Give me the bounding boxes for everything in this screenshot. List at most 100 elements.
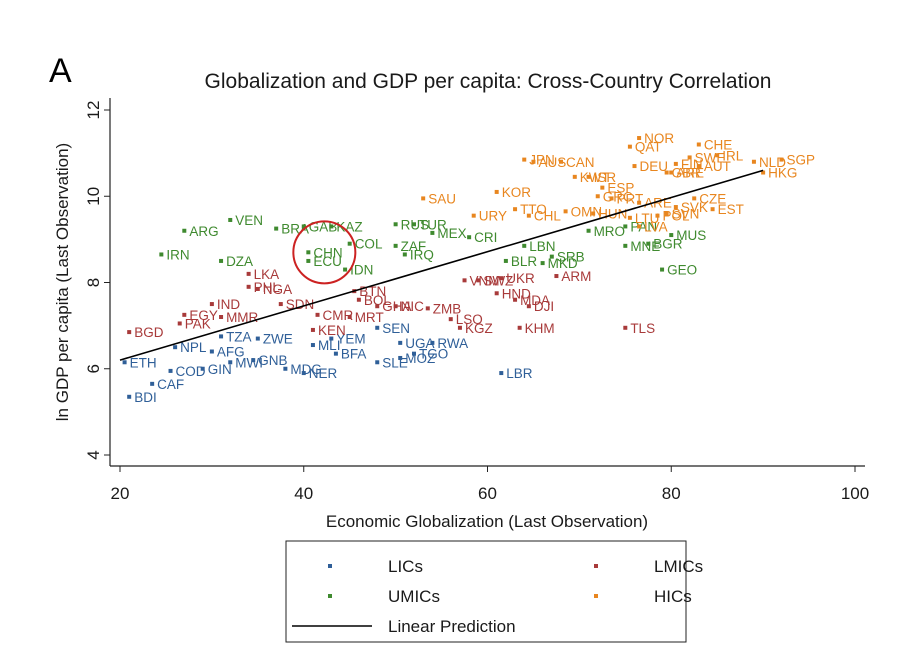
lmics-label-mda: MDA	[520, 293, 550, 308]
lmics-label-tls: TLS	[630, 321, 655, 336]
hics-point-esp	[600, 185, 605, 190]
lics-point-lbr	[499, 371, 504, 376]
legend: LICs LMICs UMICs HICs Linear Prediction	[285, 540, 703, 643]
hics-label-kor: KOR	[502, 185, 532, 200]
hics-point-che	[696, 142, 701, 147]
lics-label-rwa: RWA	[437, 336, 468, 351]
hics-point-qat	[627, 144, 632, 149]
hics-label-pol: POL	[662, 209, 690, 224]
lics-label-tza: TZA	[226, 329, 252, 344]
lmics-label-vnm: VNM	[470, 273, 500, 288]
hics-label-ltu: LTU	[635, 211, 660, 226]
lmics-label-lso: LSO	[456, 312, 483, 327]
hics-point-isr	[586, 174, 591, 179]
legend-label-linear-prediction: Linear Prediction	[388, 617, 516, 636]
umics-label-idn: IDN	[350, 263, 373, 278]
umics-point-bgr	[646, 241, 651, 246]
umics-label-irn: IRN	[166, 247, 189, 262]
lics-point-caf	[150, 381, 155, 386]
umics-point-ven	[228, 217, 233, 222]
lics-point-mwi	[228, 360, 233, 365]
umics-point-ecu	[306, 258, 311, 263]
lmics-point-ken	[310, 327, 315, 332]
y-tick-label-10: 10	[84, 187, 103, 206]
hics-point-kor	[494, 189, 499, 194]
hics-point-can	[559, 159, 563, 164]
legend-entries: LICs LMICs UMICs HICs Linear Prediction	[292, 557, 703, 636]
lics-label-npl: NPL	[180, 340, 207, 355]
legend-marker-lmics	[594, 564, 598, 568]
umics-label-irq: IRQ	[410, 247, 434, 262]
hics-point-omn	[563, 209, 568, 214]
legend-marker-umics	[328, 594, 332, 598]
umics-label-srb: SRB	[557, 250, 585, 265]
umics-label-arg: ARG	[189, 224, 218, 239]
umics-point-chn	[306, 250, 311, 255]
lmics-point-mrt	[347, 315, 352, 319]
lmics-label-nga: NGA	[263, 282, 292, 297]
hics-label-cze: CZE	[699, 191, 726, 206]
x-axis-label: Economic Globalization (Last Observation…	[326, 512, 648, 531]
umics-label-pan: PAN	[630, 219, 657, 234]
umics-point-lbn	[522, 243, 527, 248]
hics-point-svn	[664, 211, 669, 216]
umics-point-srb	[549, 254, 554, 259]
lics-point-sen	[375, 325, 380, 330]
hics-label-che: CHE	[704, 138, 733, 153]
lmics-point-nga	[255, 286, 260, 291]
umics-point-irn	[159, 252, 164, 257]
lics-point-eth	[122, 360, 127, 365]
lmics-label-pak: PAK	[185, 316, 211, 331]
hics-label-esp: ESP	[607, 181, 634, 196]
lmics-point-nic	[393, 304, 398, 309]
y-tick-label-4: 4	[84, 450, 103, 459]
linear-prediction-line	[119, 169, 764, 361]
lmics-point-vnm	[462, 278, 467, 283]
x-tick-label-40: 40	[294, 484, 313, 503]
legend-marker-hics	[594, 594, 598, 598]
lics-point-gin	[200, 366, 205, 371]
umics-label-blr: BLR	[511, 254, 538, 269]
hics-point-gbr	[664, 170, 669, 175]
umics-point-mne	[623, 243, 628, 248]
lmics-label-nic: NIC	[401, 299, 425, 314]
hics-point-swe	[687, 155, 692, 160]
hics-label-ury: URY	[479, 209, 507, 224]
umics-point-dza	[219, 258, 224, 263]
legend-label-umics: UMICs	[388, 587, 440, 606]
lmics-point-sdn	[278, 302, 283, 307]
lics-point-gnb	[251, 358, 256, 363]
umics-label-chn: CHN	[313, 245, 342, 260]
lics-point-bdi	[127, 394, 132, 399]
chart-title: Globalization and GDP per capita: Cross-…	[205, 70, 772, 93]
lics-point-rwa	[430, 340, 435, 345]
lmics-point-gha	[375, 304, 380, 309]
lics-label-sen: SEN	[382, 321, 410, 336]
umics-point-bra	[274, 226, 279, 231]
lmics-point-lso	[448, 317, 453, 322]
lmics-label-lka: LKA	[254, 267, 280, 282]
hics-point-kwt	[572, 174, 577, 179]
lics-label-zwe: ZWE	[263, 332, 293, 347]
y-tick-label-8: 8	[84, 278, 103, 287]
lmics-label-cmr: CMR	[323, 308, 354, 323]
lics-point-afg	[209, 349, 214, 354]
lmics-point-hnd	[494, 291, 499, 296]
lics-label-cod: COD	[176, 364, 206, 379]
ticks-layer: 20 40 60 80 100 4 6 8 10 12	[84, 101, 869, 503]
umics-point-irq	[402, 252, 407, 257]
hics-label-deu: DEU	[640, 159, 669, 174]
legend-label-hics: HICs	[654, 587, 692, 606]
lics-label-tgo: TGO	[419, 347, 448, 362]
umics-point-arg	[182, 228, 187, 233]
umics-label-tur: TUR	[419, 217, 447, 232]
lmics-point-ukr	[499, 276, 504, 281]
lics-point-npl	[173, 345, 178, 350]
lmics-label-arm: ARM	[561, 269, 591, 284]
lmics-point-dji	[526, 304, 531, 309]
lics-point-mdg	[283, 366, 288, 371]
hics-point-irl	[715, 153, 720, 158]
lmics-point-mda	[513, 297, 518, 302]
